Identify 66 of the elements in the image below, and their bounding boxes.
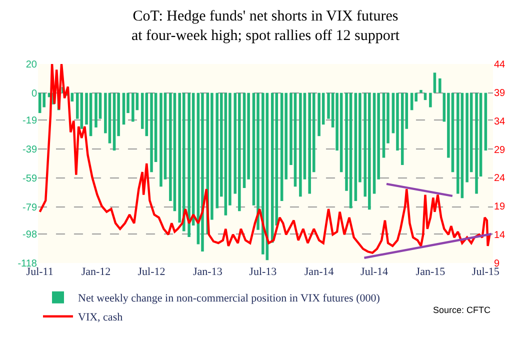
bar bbox=[438, 78, 442, 93]
y2-tick-label: 24 bbox=[494, 173, 506, 184]
bar bbox=[150, 92, 153, 172]
bar bbox=[132, 92, 134, 122]
bar bbox=[256, 92, 260, 230]
line-series bbox=[38, 64, 491, 254]
bar bbox=[280, 92, 284, 201]
x-tick-label: Jul-11 bbox=[26, 266, 54, 278]
y2-tick-label: 39 bbox=[494, 88, 506, 99]
bar bbox=[173, 92, 176, 212]
bar bbox=[201, 92, 204, 252]
bar bbox=[475, 92, 478, 194]
y2-tick-label: 29 bbox=[494, 144, 506, 156]
bar bbox=[433, 72, 436, 93]
y2-tick-label: 14 bbox=[494, 230, 506, 242]
bar bbox=[429, 92, 432, 108]
bar bbox=[400, 92, 404, 165]
bar bbox=[420, 90, 422, 93]
bar bbox=[349, 92, 352, 208]
y-tick-label: 20 bbox=[26, 60, 38, 70]
bar bbox=[456, 92, 460, 194]
x-tick-label: Jul-12 bbox=[138, 266, 166, 278]
legend-label: Net weekly change in non-commercial position in VIX futures (000) bbox=[78, 292, 380, 305]
bar bbox=[188, 92, 190, 238]
bar bbox=[372, 92, 376, 194]
y-tick-label: 0 bbox=[31, 88, 38, 100]
bar bbox=[340, 92, 343, 172]
y2-tick-label: 34 bbox=[494, 116, 506, 128]
bar bbox=[354, 92, 358, 201]
y-tick-label: -98 bbox=[22, 230, 38, 241]
x-tick-label: Jan-12 bbox=[81, 266, 111, 278]
x-tick-label: Jan-15 bbox=[416, 266, 446, 278]
bar bbox=[299, 92, 302, 197]
bar bbox=[484, 92, 488, 151]
chart-title: CoT: Hedge funds' net shorts in VIX futures at four-week high; spot rallies off 12 support bbox=[131, 8, 400, 44]
bar bbox=[182, 92, 186, 232]
x-tick-label: Jan-14 bbox=[304, 266, 334, 278]
bar bbox=[270, 92, 274, 243]
bar bbox=[318, 92, 320, 136]
bar bbox=[460, 92, 464, 198]
x-tick-label: Jan-13 bbox=[193, 266, 223, 278]
bar bbox=[368, 92, 371, 210]
legend-label: VIX, cash bbox=[78, 312, 124, 324]
bar bbox=[108, 92, 112, 144]
y-tick-label: -59 bbox=[22, 173, 38, 184]
x-tick-label: Jul-14 bbox=[360, 266, 389, 278]
bar bbox=[80, 92, 84, 129]
y2-tick-label: 19 bbox=[494, 202, 506, 213]
x-tick-label: Jul-15 bbox=[472, 266, 500, 278]
bar bbox=[94, 92, 98, 128]
bar bbox=[112, 92, 116, 151]
source-note: Source: CFTC bbox=[433, 305, 492, 315]
y2-tick-label: 44 bbox=[494, 60, 506, 70]
y-tick-label: -39 bbox=[22, 144, 38, 156]
bar bbox=[294, 92, 297, 187]
x-tick-label: Jul-13 bbox=[249, 266, 278, 278]
bar bbox=[466, 92, 468, 182]
bar bbox=[224, 92, 228, 216]
bar bbox=[238, 92, 241, 212]
y-tick-label: -79 bbox=[22, 202, 38, 214]
y-tick-label: -19 bbox=[22, 116, 38, 127]
bar bbox=[242, 92, 246, 188]
bar bbox=[160, 92, 162, 187]
bar bbox=[451, 92, 454, 172]
bar bbox=[396, 92, 399, 151]
bar bbox=[216, 92, 219, 208]
